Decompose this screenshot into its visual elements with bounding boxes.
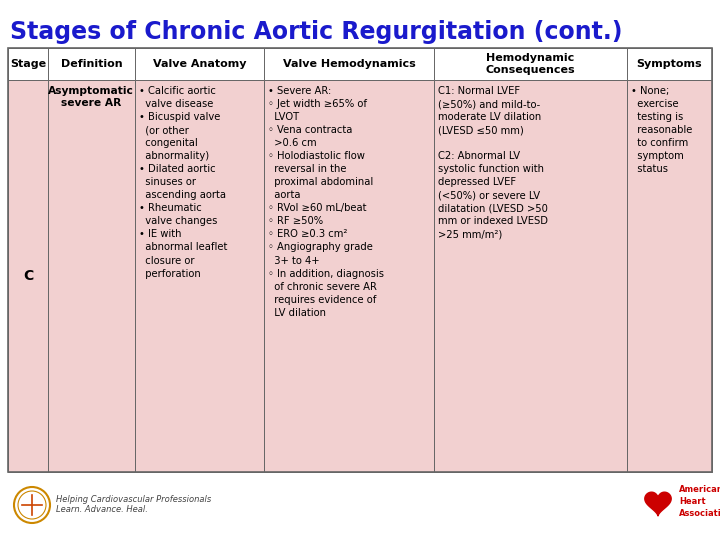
Text: Symptoms: Symptoms — [636, 59, 702, 69]
Text: American: American — [679, 485, 720, 495]
Text: Valve Hemodynamics: Valve Hemodynamics — [283, 59, 415, 69]
Bar — [48, 48, 135, 80]
Bar — [8, 80, 48, 472]
Bar — [434, 80, 627, 472]
Text: Helping Cardiovascular Professionals: Helping Cardiovascular Professionals — [56, 496, 211, 504]
Text: C1: Normal LVEF
(≥50%) and mild-to-
moderate LV dilation
(LVESD ≤50 mm)

C2: Abn: C1: Normal LVEF (≥50%) and mild-to- mode… — [438, 86, 548, 239]
Bar — [264, 80, 434, 472]
Text: C: C — [23, 269, 33, 283]
Polygon shape — [645, 492, 671, 516]
Text: Learn. Advance. Heal.: Learn. Advance. Heal. — [56, 505, 148, 515]
Bar — [48, 80, 135, 472]
Bar — [627, 80, 712, 472]
Bar — [627, 48, 712, 80]
Bar — [135, 80, 264, 472]
Text: Stage: Stage — [10, 59, 46, 69]
Bar — [8, 48, 712, 472]
Text: Stages of Chronic Aortic Regurgitation (cont.): Stages of Chronic Aortic Regurgitation (… — [10, 20, 623, 44]
Text: Association.: Association. — [679, 510, 720, 518]
Text: • None;
  exercise
  testing is
  reasonable
  to confirm
  symptom
  status: • None; exercise testing is reasonable t… — [631, 86, 693, 174]
Text: Hemodynamic
Consequences: Hemodynamic Consequences — [486, 53, 575, 75]
Text: Asymptomatic
severe AR: Asymptomatic severe AR — [48, 86, 135, 109]
Bar — [264, 48, 434, 80]
Text: • Severe AR:
◦ Jet width ≥65% of
  LVOT
◦ Vena contracta
  >0.6 cm
◦ Holodiastol: • Severe AR: ◦ Jet width ≥65% of LVOT ◦ … — [269, 86, 384, 318]
Text: Valve Anatomy: Valve Anatomy — [153, 59, 246, 69]
Text: • Calcific aortic
  valve disease
• Bicuspid valve
  (or other
  congenital
  ab: • Calcific aortic valve disease • Bicusp… — [138, 86, 227, 279]
Bar — [135, 48, 264, 80]
Bar — [434, 48, 627, 80]
Bar — [8, 48, 48, 80]
Text: Heart: Heart — [679, 497, 706, 507]
Text: Definition: Definition — [60, 59, 122, 69]
